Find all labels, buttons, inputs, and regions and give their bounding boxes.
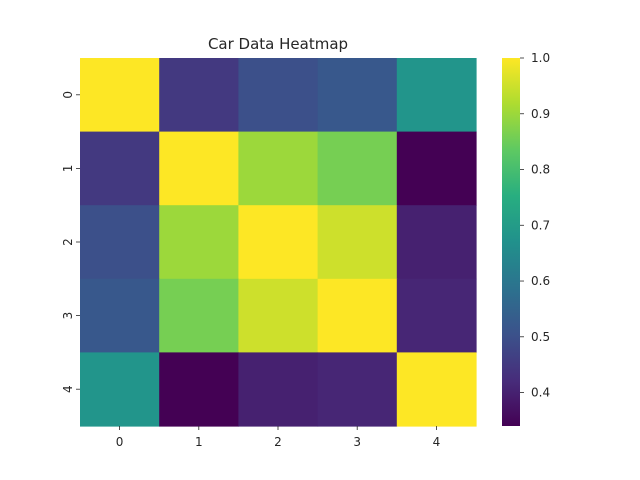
heatmap-cell-1-1 [159, 131, 239, 206]
heatmap-cell-1-4 [396, 131, 477, 206]
heatmap-cell-0-1 [159, 58, 239, 133]
colorbar-tick-label-1: 0.5 [531, 330, 550, 344]
heatmap-cells [80, 58, 477, 427]
heatmap-cell-3-4 [396, 278, 477, 353]
y-tick-label-4: 4 [61, 385, 75, 393]
heatmap-cell-4-1 [159, 352, 239, 427]
heatmap-cell-3-1 [159, 278, 239, 353]
heatmap-cell-4-3 [317, 352, 398, 427]
colorbar-tick-label-4: 0.8 [531, 163, 550, 177]
colorbar-tick-label-2: 0.6 [531, 274, 550, 288]
heatmap-cell-4-0 [80, 352, 160, 427]
heatmap-cell-3-3 [317, 278, 398, 353]
x-tick-label-0: 0 [116, 435, 124, 449]
heatmap-cell-1-0 [80, 131, 160, 206]
colorbar-ticks: 0.4 0.5 0.6 0.7 0.8 0.9 1.0 [520, 51, 550, 400]
x-tick-label-2: 2 [274, 435, 282, 449]
heatmap-cell-0-0 [80, 58, 160, 133]
heatmap-cell-1-3 [317, 131, 398, 206]
x-tick-label-1: 1 [195, 435, 203, 449]
heatmap-cell-0-4 [396, 58, 477, 133]
heatmap-cell-2-0 [80, 205, 160, 280]
colorbar-tick-label-5: 0.9 [531, 107, 550, 121]
heatmap-cell-0-2 [238, 58, 319, 133]
heatmap-cell-2-4 [396, 205, 477, 280]
heatmap-cell-4-2 [238, 352, 319, 427]
x-tick-label-4: 4 [433, 435, 441, 449]
x-axis: 0 1 2 3 4 [116, 426, 440, 449]
x-tick-label-3: 3 [353, 435, 361, 449]
y-tick-label-1: 1 [61, 165, 75, 173]
y-tick-label-0: 0 [61, 91, 75, 99]
heatmap-cell-4-4 [396, 352, 477, 427]
heatmap-cell-3-0 [80, 278, 160, 353]
colorbar [502, 58, 520, 426]
heatmap-cell-3-2 [238, 278, 319, 353]
colorbar-tick-label-6: 1.0 [531, 51, 550, 65]
y-tick-label-2: 2 [61, 238, 75, 246]
chart-title: Car Data Heatmap [208, 35, 348, 53]
heatmap-cell-2-1 [159, 205, 239, 280]
heatmap-cell-0-3 [317, 58, 398, 133]
heatmap-cell-2-3 [317, 205, 398, 280]
heatmap-cell-1-2 [238, 131, 319, 206]
y-tick-label-3: 3 [61, 312, 75, 320]
heatmap-cell-2-2 [238, 205, 319, 280]
y-axis: 0 1 2 3 4 [61, 91, 80, 393]
colorbar-tick-label-0: 0.4 [531, 386, 550, 400]
colorbar-tick-label-3: 0.7 [531, 218, 550, 232]
